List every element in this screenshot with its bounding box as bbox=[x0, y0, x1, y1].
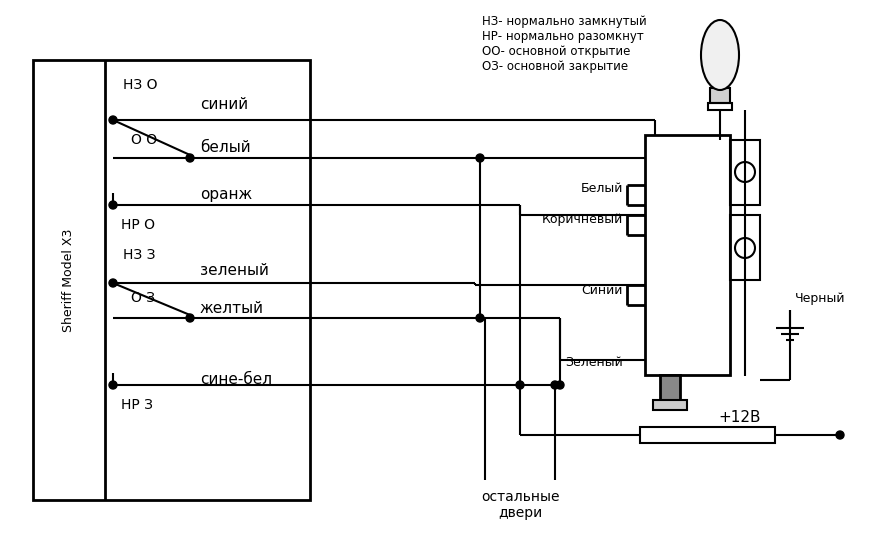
Bar bbox=[645, 135, 730, 375]
Bar bbox=[730, 140, 760, 205]
Circle shape bbox=[516, 381, 524, 389]
Bar bbox=[710, 88, 730, 103]
Text: О З: О З bbox=[131, 291, 155, 305]
Text: НЗ- нормально замкнутый
НР- нормально разомкнут
ОО- основной открытие
ОЗ- основн: НЗ- нормально замкнутый НР- нормально ра… bbox=[482, 15, 647, 73]
Text: НР З: НР З bbox=[121, 398, 153, 412]
Circle shape bbox=[186, 154, 194, 162]
Circle shape bbox=[109, 279, 117, 287]
Bar bbox=[660, 375, 680, 400]
Text: синий: синий bbox=[200, 97, 248, 112]
Text: зеленый: зеленый bbox=[200, 263, 269, 278]
Text: НЗ О: НЗ О bbox=[123, 78, 157, 92]
Bar bbox=[640, 427, 775, 443]
Circle shape bbox=[186, 314, 194, 322]
Circle shape bbox=[476, 314, 484, 322]
Text: +12В: +12В bbox=[719, 410, 761, 425]
Circle shape bbox=[551, 381, 559, 389]
Text: Sheriff Model X3: Sheriff Model X3 bbox=[63, 228, 75, 331]
Ellipse shape bbox=[701, 20, 739, 90]
Circle shape bbox=[109, 381, 117, 389]
Text: НР О: НР О bbox=[121, 218, 155, 232]
Bar bbox=[708, 103, 732, 110]
Circle shape bbox=[836, 431, 844, 439]
Text: остальные
двери: остальные двери bbox=[481, 490, 560, 520]
Text: оранж: оранж bbox=[200, 187, 252, 202]
Text: сине-бел: сине-бел bbox=[200, 372, 272, 387]
Bar bbox=[653, 400, 687, 410]
Bar bbox=[33, 60, 310, 500]
Text: Белый: Белый bbox=[581, 181, 623, 195]
Text: желтый: желтый bbox=[200, 301, 264, 316]
Text: Черный: Черный bbox=[795, 292, 845, 305]
Text: Синий: Синий bbox=[582, 283, 623, 296]
Circle shape bbox=[109, 201, 117, 209]
Text: О О: О О bbox=[131, 133, 157, 147]
Circle shape bbox=[109, 116, 117, 124]
Text: Зеленый: Зеленый bbox=[565, 357, 623, 369]
Text: белый: белый bbox=[200, 140, 251, 155]
Circle shape bbox=[556, 381, 564, 389]
Text: Коричневый: Коричневый bbox=[542, 214, 623, 227]
Bar bbox=[730, 215, 760, 280]
Text: НЗ З: НЗ З bbox=[123, 248, 156, 262]
Circle shape bbox=[476, 154, 484, 162]
